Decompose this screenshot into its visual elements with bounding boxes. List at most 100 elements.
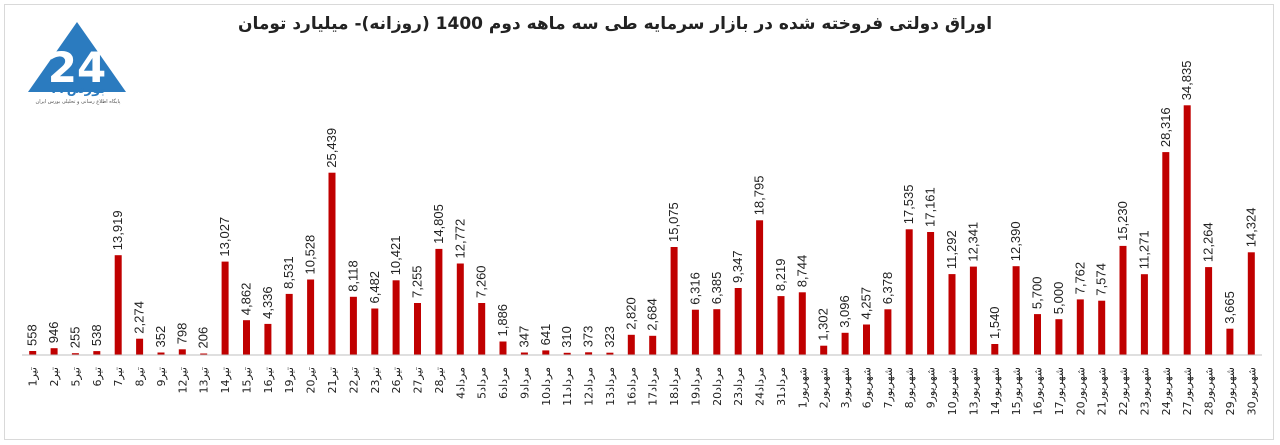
value-label-52: 15,230 (1115, 201, 1130, 241)
category-label-15: 21تیر (326, 367, 339, 393)
bar-13 (285, 293, 293, 355)
logo-triangle-icon: 24 (28, 22, 126, 92)
category-label-58: 30شهریور (1245, 367, 1258, 415)
category-label-45: 13شهریور (967, 367, 980, 415)
value-label-8: 798 (174, 323, 189, 345)
category-label-36: 31مرداد (775, 367, 788, 406)
category-label-39: 3شهریور (839, 367, 852, 408)
bar-1 (29, 351, 37, 355)
bar-11 (243, 320, 250, 355)
category-label-29: 16مرداد (625, 367, 638, 406)
category-label-16: 22تیر (347, 367, 360, 393)
bar-15 (328, 172, 336, 355)
value-label-34: 9,347 (730, 250, 745, 283)
value-label-50: 7,762 (1072, 262, 1087, 295)
chart-frame (4, 4, 1274, 440)
value-label-9: 206 (196, 327, 211, 349)
value-label-7: 352 (153, 326, 168, 348)
category-label-51: 21شهریور (1096, 367, 1109, 415)
value-label-49: 5,000 (1051, 282, 1066, 315)
bar-12 (264, 323, 272, 355)
value-label-10: 13,027 (217, 217, 232, 257)
value-label-5: 13,919 (110, 210, 125, 250)
value-label-54: 28,316 (1158, 107, 1173, 147)
value-label-14: 10,528 (303, 235, 318, 275)
category-label-28: 13مرداد (604, 367, 617, 406)
bar-51 (1098, 300, 1106, 355)
bar-22 (478, 303, 486, 355)
value-label-26: 310 (559, 326, 574, 348)
bar-20 (435, 248, 443, 355)
svg-text:24: 24 (48, 43, 106, 92)
bar-24 (520, 352, 528, 355)
bar-27 (585, 352, 593, 355)
category-label-34: 23مرداد (732, 367, 745, 406)
chart-title: اوراق دولتی فروخته شده در بازار سرمایه ط… (237, 14, 993, 34)
category-label-43: 9شهریور (925, 367, 938, 408)
bar-21 (456, 263, 464, 355)
bar-36 (777, 296, 785, 355)
value-label-42: 17,535 (901, 185, 916, 225)
value-labels-group: 558 946 255 538 13,919 2,274 352 798 206 13,027 4,… (25, 61, 1259, 349)
value-label-37: 8,744 (794, 255, 809, 288)
category-label-44: 10شهریور (946, 367, 959, 415)
bar-32 (691, 309, 699, 355)
category-label-13: 19تیر (283, 367, 296, 393)
value-label-44: 11,292 (944, 230, 959, 269)
value-label-48: 5,700 (1030, 277, 1045, 310)
bar-16 (349, 296, 357, 355)
category-label-21: 4مرداد (454, 367, 467, 399)
category-label-1: 1تیر (27, 367, 40, 386)
category-label-42: 8شهریور (903, 367, 916, 408)
category-label-24: 9مرداد (518, 367, 531, 399)
bar-52 (1119, 245, 1127, 355)
bar-56 (1205, 267, 1213, 355)
bar-39 (841, 332, 849, 355)
bars-group (29, 105, 1255, 355)
borse24-logo: 24 (22, 18, 132, 114)
category-label-7: 9تیر (155, 367, 168, 386)
category-label-31: 18مرداد (668, 367, 681, 406)
category-label-47: 15شهریور (1010, 367, 1023, 415)
value-label-19: 7,255 (410, 265, 425, 298)
bar-41 (884, 309, 892, 355)
category-label-46: 14شهریور (989, 367, 1002, 415)
category-label-23: 6مرداد (497, 367, 510, 399)
value-label-58: 14,324 (1243, 208, 1258, 248)
category-label-2: 2تیر (48, 367, 61, 386)
bar-37 (798, 292, 806, 355)
bar-28 (606, 352, 614, 355)
bar-6 (136, 338, 144, 355)
bar-31 (670, 247, 678, 355)
category-label-11: 15تیر (241, 367, 254, 393)
logo-name: بورس۲۴ (50, 82, 106, 97)
category-label-3: 5تیر (69, 367, 82, 386)
category-label-25: 10مرداد (540, 367, 553, 406)
category-label-49: 17شهریور (1053, 367, 1066, 415)
value-label-6: 2,274 (132, 301, 147, 334)
bar-29 (627, 334, 635, 355)
value-label-22: 7,260 (474, 265, 489, 298)
value-label-24: 347 (516, 326, 531, 348)
category-label-48: 16شهریور (1032, 367, 1045, 415)
value-label-31: 15,075 (666, 202, 681, 242)
category-label-57: 29شهریور (1224, 367, 1237, 415)
bar-48 (1034, 314, 1041, 355)
category-label-12: 16تیر (262, 367, 275, 393)
value-label-16: 8,118 (345, 260, 360, 292)
category-label-41: 7شهریور (882, 367, 895, 408)
value-label-46: 1,540 (987, 306, 1002, 339)
value-label-4: 538 (89, 324, 104, 346)
category-label-5: 7تیر (112, 367, 125, 386)
bar-53 (1140, 274, 1148, 355)
bar-10 (221, 261, 229, 355)
category-label-30: 17مرداد (647, 367, 660, 406)
bar-5 (114, 255, 122, 355)
bar-50 (1076, 299, 1084, 355)
category-label-18: 26تیر (390, 367, 403, 393)
bar-57 (1226, 328, 1234, 355)
category-label-17: 23تیر (369, 367, 382, 393)
category-label-10: 14تیر (219, 367, 232, 393)
value-label-23: 1,886 (495, 304, 510, 337)
value-label-29: 2,820 (623, 297, 638, 330)
